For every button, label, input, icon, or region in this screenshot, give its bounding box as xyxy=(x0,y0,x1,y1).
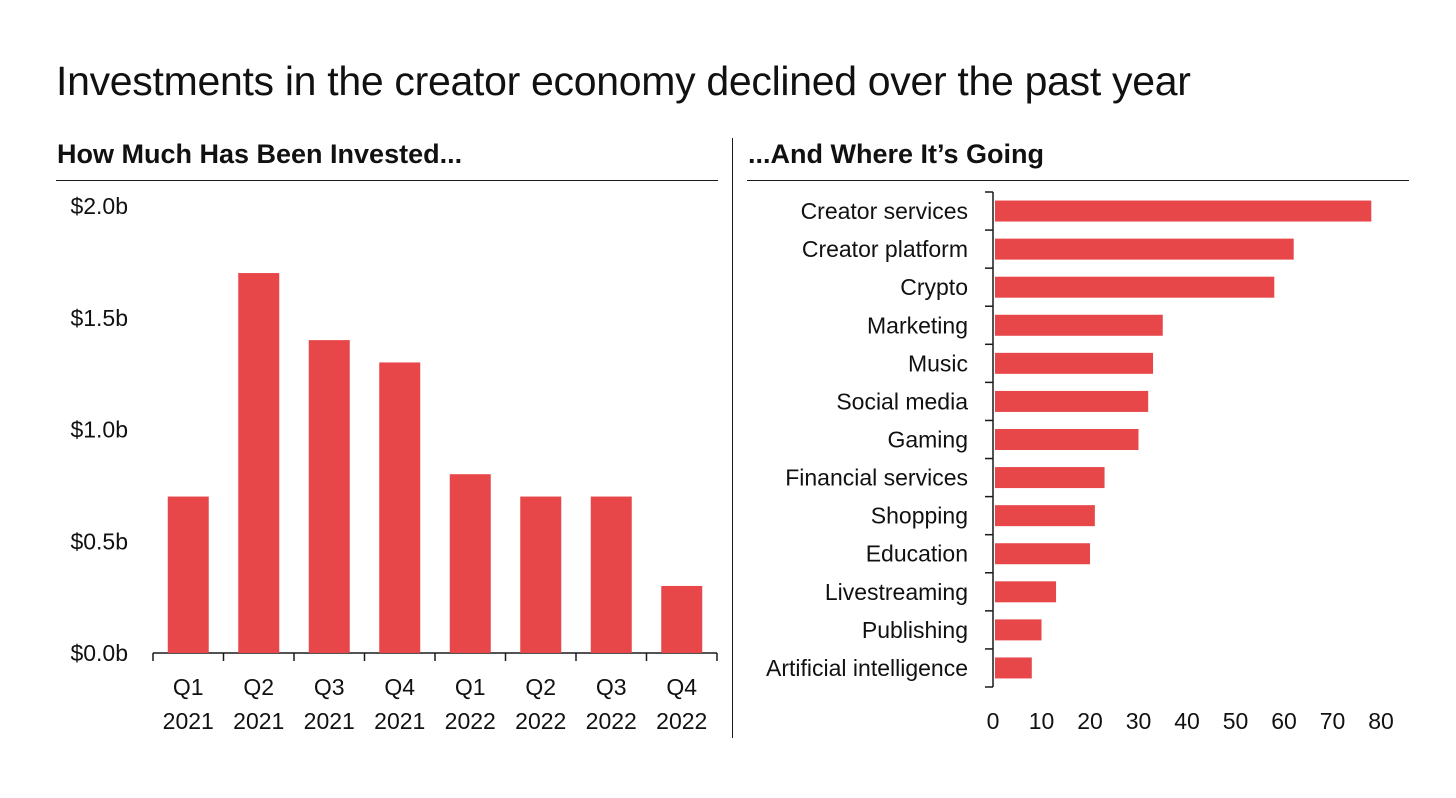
y-tick-label: $0.5b xyxy=(70,528,128,554)
left-panel-title: How Much Has Been Invested... xyxy=(57,139,463,169)
bar xyxy=(379,362,421,653)
bar xyxy=(995,238,1294,260)
x-tick-label: 2022 xyxy=(515,708,566,734)
y-tick-label: $1.5b xyxy=(70,305,128,331)
y-tick-label: Publishing xyxy=(862,617,968,643)
bar xyxy=(995,314,1163,336)
bar xyxy=(995,352,1154,374)
chart-main-title: Investments in the creator economy decli… xyxy=(56,58,1191,104)
x-tick-label: 10 xyxy=(1029,708,1055,734)
y-tick-label: Education xyxy=(866,541,968,567)
x-tick-label: Q4 xyxy=(384,674,415,700)
y-tick-label: Marketing xyxy=(867,312,968,338)
y-tick-label: Gaming xyxy=(887,427,968,453)
y-tick-label: $2.0b xyxy=(70,193,128,219)
right-panel-title: ...And Where It’s Going xyxy=(748,139,1044,169)
bar xyxy=(995,276,1275,298)
y-tick-label: Financial services xyxy=(785,465,968,491)
x-tick-label: 2021 xyxy=(304,708,355,734)
y-tick-label: $1.0b xyxy=(70,417,128,443)
x-tick-label: Q4 xyxy=(666,674,697,700)
right-panel-rule xyxy=(747,180,1409,181)
bar xyxy=(995,467,1105,489)
x-tick-label: 2022 xyxy=(656,708,707,734)
y-tick-label: Livestreaming xyxy=(825,579,968,605)
x-tick-label: 40 xyxy=(1174,708,1200,734)
bar xyxy=(995,429,1139,450)
y-tick-label: Creator platform xyxy=(802,236,968,262)
y-tick-label: Social media xyxy=(836,388,968,414)
bar xyxy=(449,474,491,653)
y-tick-label: Artificial intelligence xyxy=(766,655,968,681)
y-tick-label: Crypto xyxy=(900,274,968,300)
x-tick-label: Q2 xyxy=(525,674,556,700)
x-tick-label: Q3 xyxy=(314,674,345,700)
y-tick-label: Creator services xyxy=(801,198,968,224)
bar xyxy=(520,496,562,653)
x-tick-label: 70 xyxy=(1320,708,1346,734)
x-tick-label: 2022 xyxy=(586,708,637,734)
x-tick-label: 80 xyxy=(1368,708,1394,734)
bar xyxy=(995,543,1090,565)
bar xyxy=(995,581,1057,603)
bar xyxy=(995,619,1042,641)
x-tick-label: 30 xyxy=(1126,708,1152,734)
x-tick-label: 2021 xyxy=(233,708,284,734)
x-tick-label: 20 xyxy=(1077,708,1103,734)
y-tick-label: $0.0b xyxy=(70,640,128,666)
bar xyxy=(590,496,632,653)
bar xyxy=(995,657,1032,679)
x-tick-label: 0 xyxy=(987,708,1000,734)
bar xyxy=(995,390,1149,412)
x-tick-label: 50 xyxy=(1223,708,1249,734)
y-tick-label: Shopping xyxy=(871,503,968,529)
x-tick-label: Q1 xyxy=(455,674,486,700)
y-tick-label: Music xyxy=(908,350,968,376)
bar xyxy=(995,200,1372,222)
x-tick-label: 2021 xyxy=(163,708,214,734)
bar xyxy=(238,273,280,653)
bar xyxy=(308,340,350,653)
bar xyxy=(995,505,1095,527)
x-tick-label: 60 xyxy=(1271,708,1297,734)
bar xyxy=(167,496,209,653)
panel-divider xyxy=(732,138,733,738)
left-panel-rule xyxy=(56,180,718,181)
x-tick-label: Q1 xyxy=(173,674,204,700)
x-tick-label: 2021 xyxy=(374,708,425,734)
bar xyxy=(661,585,703,653)
x-tick-label: Q2 xyxy=(243,674,274,700)
x-tick-label: Q3 xyxy=(596,674,627,700)
x-tick-label: 2022 xyxy=(445,708,496,734)
